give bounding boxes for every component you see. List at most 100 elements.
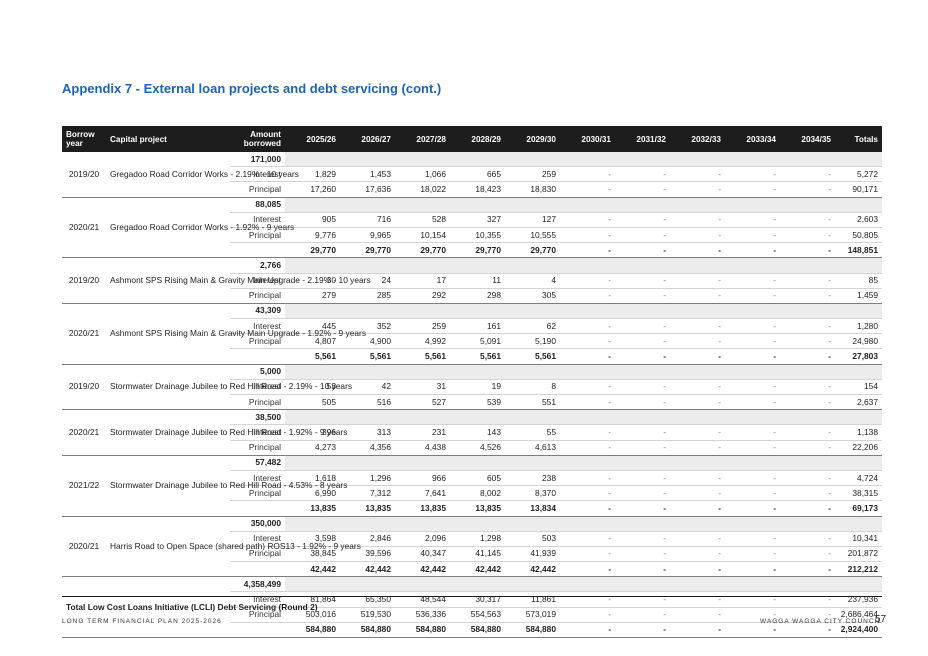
project-amount-row: 2020/21 Stormwater Drainage Jubilee to Re… — [62, 409, 882, 456]
value-cell: - — [670, 348, 725, 365]
value-cell: - — [670, 212, 725, 228]
value-cell: 238 — [505, 470, 560, 487]
empty-cell — [450, 257, 505, 274]
empty-cell — [505, 455, 560, 471]
value-cell: - — [725, 424, 780, 441]
value-cell: - — [560, 212, 615, 228]
value-cell: 38,845 — [285, 546, 340, 563]
subtotal-row: 29,770 29,770 29,770 29,770 29,770- - - - -148,8… — [62, 242, 882, 259]
empty-cell — [395, 516, 450, 532]
value-cell: - — [780, 288, 835, 304]
empty-cell — [340, 152, 395, 168]
value-cell: 29,770 — [340, 242, 395, 259]
empty-cell — [505, 197, 560, 213]
empty-cell — [835, 455, 882, 471]
value-cell: 516 — [340, 394, 395, 411]
row-label-principal: Principal — [230, 546, 285, 563]
header-amount-borrowed: Amount borrowed — [230, 126, 285, 152]
empty-cell — [285, 409, 340, 426]
value-cell: 1,280 — [835, 318, 882, 335]
row-label-principal: Principal — [230, 485, 285, 502]
empty-cell — [505, 303, 560, 320]
empty-cell — [780, 197, 835, 213]
value-cell: - — [670, 440, 725, 456]
value-cell: - — [725, 561, 780, 578]
principal-row: Principal 9,776 9,965 10,154 10,355 10,555- - -… — [62, 227, 882, 244]
empty-cell — [340, 197, 395, 213]
empty-cell — [835, 197, 882, 213]
empty-cell — [835, 257, 882, 274]
principal-row: Principal 503,016 519,530 536,336 554,563 573… — [62, 607, 882, 623]
interest-row: Interest 53 42 31 19 8- - - - -154 — [62, 379, 882, 396]
amount-borrowed: 2,766 — [230, 257, 285, 274]
value-cell: - — [725, 470, 780, 487]
value-cell: 18,423 — [450, 181, 505, 198]
empty-cell — [285, 303, 340, 320]
value-cell: 13,835 — [285, 500, 340, 517]
empty-cell — [615, 409, 670, 426]
value-cell: - — [615, 394, 670, 411]
value-cell: - — [560, 440, 615, 456]
borrow-year: 2020/21 — [62, 197, 106, 259]
value-cell: - — [615, 333, 670, 350]
value-cell: 148,851 — [835, 242, 882, 259]
empty-cell — [450, 576, 505, 593]
value-cell: 4,438 — [395, 440, 450, 456]
header-year-2: 2027/28 — [395, 126, 450, 152]
empty-cell — [780, 455, 835, 471]
value-cell: 38,315 — [835, 485, 882, 502]
value-cell: - — [725, 394, 780, 411]
value-cell: 29,770 — [450, 242, 505, 259]
header-year-0: 2025/26 — [285, 126, 340, 152]
borrow-year: 2019/20 — [62, 152, 106, 198]
empty-cell — [395, 152, 450, 168]
empty-cell — [725, 409, 780, 426]
value-cell: - — [780, 318, 835, 335]
amount-borrowed: 4,358,499 — [230, 576, 285, 593]
value-cell: 42,442 — [395, 561, 450, 578]
value-cell: - — [780, 333, 835, 350]
value-cell: - — [780, 531, 835, 547]
empty-cell — [560, 409, 615, 426]
empty-cell — [285, 257, 340, 274]
value-cell: - — [780, 424, 835, 441]
value-cell: 81,864 — [285, 591, 340, 608]
value-cell: - — [725, 333, 780, 350]
value-cell: 13,835 — [340, 500, 395, 517]
value-cell: - — [670, 166, 725, 183]
value-cell: 305 — [505, 288, 560, 304]
interest-row: Interest 1,618 1,296 966 605 238- - - - -4,724 — [62, 470, 882, 487]
value-cell: - — [615, 212, 670, 228]
value-cell: - — [670, 242, 725, 259]
row-label-principal: Principal — [230, 227, 285, 244]
header-year-6: 2031/32 — [615, 126, 670, 152]
row-label-interest: Interest — [230, 591, 285, 608]
value-cell: 11 — [450, 273, 505, 289]
value-cell: - — [725, 288, 780, 304]
value-cell: 10,355 — [450, 227, 505, 244]
page-number: 57 — [875, 614, 887, 625]
value-cell: 503 — [505, 531, 560, 547]
value-cell: - — [560, 561, 615, 578]
value-cell: 41,939 — [505, 546, 560, 563]
value-cell: - — [670, 485, 725, 502]
value-cell: 10,341 — [835, 531, 882, 547]
value-cell: 22,206 — [835, 440, 882, 456]
value-cell: 4,613 — [505, 440, 560, 456]
empty-cell — [725, 576, 780, 593]
empty-cell — [670, 516, 725, 532]
empty-cell — [780, 152, 835, 168]
principal-row: Principal 4,807 4,900 4,992 5,091 5,190- - - - -2… — [62, 333, 882, 350]
value-cell: - — [670, 424, 725, 441]
value-cell: - — [670, 318, 725, 335]
capital-project-name: Stormwater Drainage Jubilee to Red Hill … — [106, 409, 347, 456]
empty-cell — [615, 197, 670, 213]
value-cell: 42,442 — [505, 561, 560, 578]
value-cell: 259 — [505, 166, 560, 183]
value-cell: 5,561 — [450, 348, 505, 365]
value-cell: - — [725, 622, 780, 639]
empty-cell — [560, 303, 615, 320]
value-cell: - — [615, 227, 670, 244]
value-cell: 39,596 — [340, 546, 395, 563]
value-cell: - — [560, 379, 615, 396]
